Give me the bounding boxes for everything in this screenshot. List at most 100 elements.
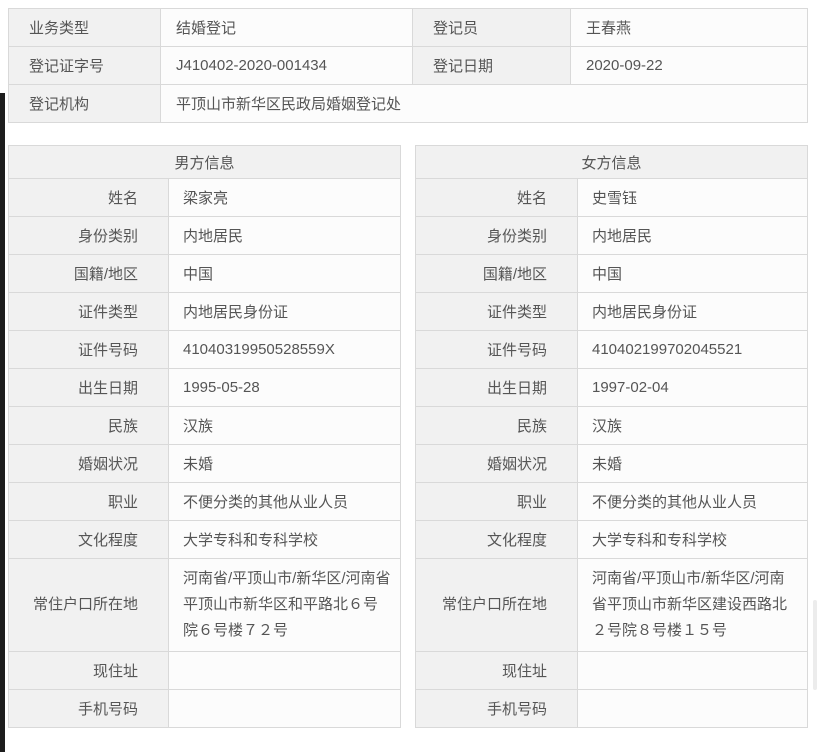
- table-row: 婚姻状况 未婚: [415, 444, 809, 483]
- household-address-value: 河南省/平顶山市/新华区/河南省平顶山市新华区和平路北６号院６号楼７２号: [167, 558, 402, 652]
- id-number-value: 410402199702045521: [576, 330, 809, 369]
- identity-category-value: 内地居民: [167, 216, 402, 255]
- current-address-value: [576, 651, 809, 690]
- table-row: 出生日期 1997-02-04: [415, 368, 809, 407]
- birth-date-label: 出生日期: [8, 368, 169, 407]
- current-address-value: [167, 651, 402, 690]
- identity-category-label: 身份类别: [8, 216, 169, 255]
- table-row: 民族 汉族: [415, 406, 809, 445]
- registrar-label: 登记员: [412, 8, 571, 47]
- table-row: 手机号码: [8, 689, 402, 728]
- table-row: 文化程度 大学专科和专科学校: [8, 520, 402, 559]
- registration-office-label: 登记机构: [8, 84, 161, 123]
- marital-status-value: 未婚: [576, 444, 809, 483]
- table-row: 常住户口所在地 河南省/平顶山市/新华区/河南省平顶山市新华区和平路北６号院６号…: [8, 558, 402, 652]
- mobile-number-value: [576, 689, 809, 728]
- occupation-value: 不便分类的其他从业人员: [576, 482, 809, 521]
- name-value: 梁家亮: [167, 178, 402, 217]
- id-number-label: 证件号码: [415, 330, 578, 369]
- table-row: 职业 不便分类的其他从业人员: [8, 482, 402, 521]
- table-row: 婚姻状况 未婚: [8, 444, 402, 483]
- nationality-value: 中国: [167, 254, 402, 293]
- education-value: 大学专科和专科学校: [576, 520, 809, 559]
- table-row: 登记机构 平顶山市新华区民政局婚姻登记处: [8, 84, 808, 123]
- business-type-label: 业务类型: [8, 8, 161, 47]
- nationality-value: 中国: [576, 254, 809, 293]
- education-value: 大学专科和专科学校: [167, 520, 402, 559]
- id-type-value: 内地居民身份证: [576, 292, 809, 331]
- table-row: 常住户口所在地 河南省/平顶山市/新华区/河南省平顶山市新华区建设西路北２号院８…: [415, 558, 809, 652]
- marital-status-label: 婚姻状况: [415, 444, 578, 483]
- registrar-value: 王春燕: [570, 8, 808, 47]
- table-row: 业务类型 结婚登记 登记员 王春燕: [8, 8, 808, 47]
- scrollbar-thumb[interactable]: [813, 600, 817, 690]
- mobile-number-label: 手机号码: [8, 689, 169, 728]
- female-info-title: 女方信息: [414, 145, 809, 179]
- table-row: 身份类别 内地居民: [8, 216, 402, 255]
- table-row: 姓名 梁家亮: [8, 178, 402, 217]
- id-type-value: 内地居民身份证: [167, 292, 402, 331]
- identity-category-value: 内地居民: [576, 216, 809, 255]
- id-number-value: 41040319950528559X: [167, 330, 402, 369]
- table-row: 证件类型 内地居民身份证: [415, 292, 809, 331]
- table-row: 现住址: [415, 651, 809, 690]
- occupation-value: 不便分类的其他从业人员: [167, 482, 402, 521]
- marital-status-value: 未婚: [167, 444, 402, 483]
- mobile-number-value: [167, 689, 402, 728]
- table-row: 国籍/地区 中国: [415, 254, 809, 293]
- table-row: 民族 汉族: [8, 406, 402, 445]
- table-row: 国籍/地区 中国: [8, 254, 402, 293]
- registration-office-value: 平顶山市新华区民政局婚姻登记处: [160, 84, 808, 123]
- ethnicity-label: 民族: [8, 406, 169, 445]
- occupation-label: 职业: [8, 482, 169, 521]
- id-type-label: 证件类型: [415, 292, 578, 331]
- marital-status-label: 婚姻状况: [8, 444, 169, 483]
- identity-category-label: 身份类别: [415, 216, 578, 255]
- name-label: 姓名: [8, 178, 169, 217]
- table-row: 身份类别 内地居民: [415, 216, 809, 255]
- birth-date-value: 1997-02-04: [576, 368, 809, 407]
- table-row: 现住址: [8, 651, 402, 690]
- table-row: 姓名 史雪钰: [415, 178, 809, 217]
- education-label: 文化程度: [8, 520, 169, 559]
- education-label: 文化程度: [415, 520, 578, 559]
- male-info-title: 男方信息: [7, 145, 402, 179]
- ethnicity-value: 汉族: [167, 406, 402, 445]
- female-info-table: 女方信息 姓名 史雪钰 身份类别 内地居民 国籍/地区 中国 证件类型 内地居民…: [414, 145, 809, 728]
- business-type-value: 结婚登记: [160, 8, 413, 47]
- current-address-label: 现住址: [8, 651, 169, 690]
- registration-date-value: 2020-09-22: [570, 46, 808, 85]
- ethnicity-label: 民族: [415, 406, 578, 445]
- mobile-number-label: 手机号码: [415, 689, 578, 728]
- birth-date-value: 1995-05-28: [167, 368, 402, 407]
- table-row: 证件类型 内地居民身份证: [8, 292, 402, 331]
- id-type-label: 证件类型: [8, 292, 169, 331]
- current-address-label: 现住址: [415, 651, 578, 690]
- nationality-label: 国籍/地区: [415, 254, 578, 293]
- table-row: 手机号码: [415, 689, 809, 728]
- occupation-label: 职业: [415, 482, 578, 521]
- household-address-value: 河南省/平顶山市/新华区/河南省平顶山市新华区建设西路北２号院８号楼１５号: [576, 558, 809, 652]
- registration-summary-table: 业务类型 结婚登记 登记员 王春燕 登记证字号 J410402-2020-001…: [8, 8, 808, 123]
- certificate-no-label: 登记证字号: [8, 46, 161, 85]
- certificate-no-value: J410402-2020-001434: [160, 46, 413, 85]
- name-value: 史雪钰: [576, 178, 809, 217]
- birth-date-label: 出生日期: [415, 368, 578, 407]
- table-row: 登记证字号 J410402-2020-001434 登记日期 2020-09-2…: [8, 46, 808, 85]
- name-label: 姓名: [415, 178, 578, 217]
- table-row: 证件号码 41040319950528559X: [8, 330, 402, 369]
- registration-date-label: 登记日期: [412, 46, 571, 85]
- table-header-row: 女方信息: [414, 145, 809, 179]
- table-row: 职业 不便分类的其他从业人员: [415, 482, 809, 521]
- table-row: 出生日期 1995-05-28: [8, 368, 402, 407]
- male-info-table: 男方信息 姓名 梁家亮 身份类别 内地居民 国籍/地区 中国 证件类型 内地居民…: [7, 145, 402, 728]
- window-left-edge: [0, 93, 5, 752]
- table-header-row: 男方信息: [7, 145, 402, 179]
- household-address-label: 常住户口所在地: [415, 558, 578, 652]
- nationality-label: 国籍/地区: [8, 254, 169, 293]
- ethnicity-value: 汉族: [576, 406, 809, 445]
- table-row: 文化程度 大学专科和专科学校: [415, 520, 809, 559]
- id-number-label: 证件号码: [8, 330, 169, 369]
- table-row: 证件号码 410402199702045521: [415, 330, 809, 369]
